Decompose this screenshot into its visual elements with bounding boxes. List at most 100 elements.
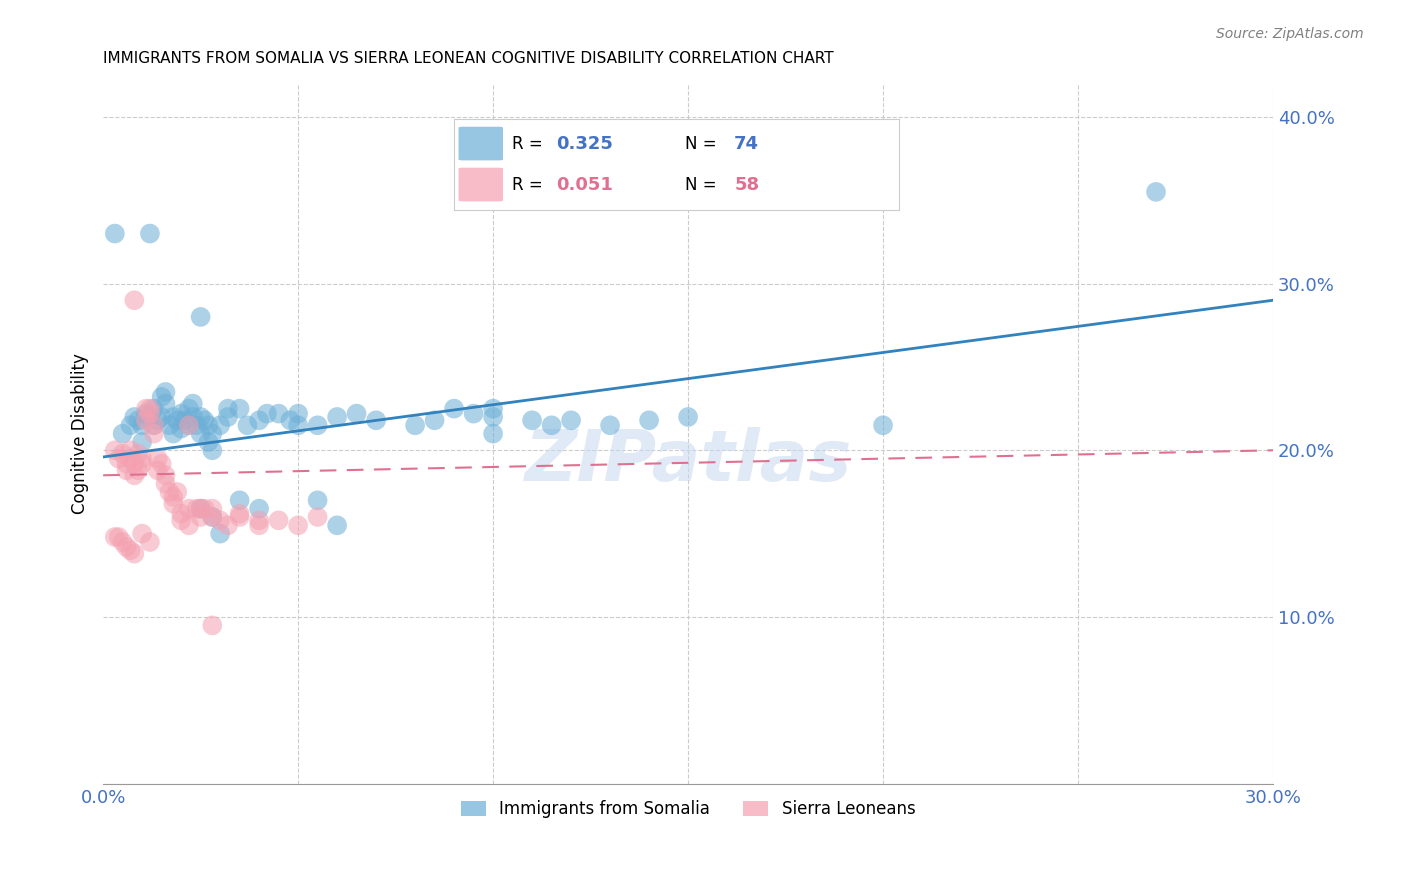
Sierra Leoneans xyxy=(177,418,200,433)
Immigrants from Somalia xyxy=(247,413,270,427)
Sierra Leoneans xyxy=(177,501,200,516)
Sierra Leoneans xyxy=(155,468,177,483)
Sierra Leoneans xyxy=(139,407,162,421)
Immigrants from Somalia xyxy=(638,413,661,427)
Immigrants from Somalia xyxy=(278,413,301,427)
Legend: Immigrants from Somalia, Sierra Leoneans: Immigrants from Somalia, Sierra Leoneans xyxy=(454,793,922,824)
Immigrants from Somalia xyxy=(131,418,153,433)
Immigrants from Somalia xyxy=(201,426,224,441)
Sierra Leoneans xyxy=(131,451,153,466)
Immigrants from Somalia xyxy=(190,501,212,516)
Immigrants from Somalia xyxy=(150,390,173,404)
Sierra Leoneans xyxy=(124,547,146,561)
Immigrants from Somalia xyxy=(190,310,212,324)
Immigrants from Somalia xyxy=(166,413,188,427)
Sierra Leoneans xyxy=(127,447,149,461)
Immigrants from Somalia xyxy=(170,422,193,436)
Sierra Leoneans xyxy=(135,401,157,416)
Sierra Leoneans xyxy=(150,457,173,471)
Immigrants from Somalia xyxy=(482,409,505,424)
Immigrants from Somalia xyxy=(287,418,309,433)
Immigrants from Somalia xyxy=(181,409,204,424)
Sierra Leoneans xyxy=(115,457,138,471)
Text: Source: ZipAtlas.com: Source: ZipAtlas.com xyxy=(1216,27,1364,41)
Immigrants from Somalia xyxy=(228,493,250,508)
Sierra Leoneans xyxy=(107,451,129,466)
Immigrants from Somalia xyxy=(326,518,349,533)
Immigrants from Somalia xyxy=(201,443,224,458)
Sierra Leoneans xyxy=(127,463,149,477)
Immigrants from Somalia xyxy=(139,227,162,241)
Immigrants from Somalia xyxy=(267,407,290,421)
Immigrants from Somalia xyxy=(326,409,349,424)
Immigrants from Somalia xyxy=(560,413,582,427)
Immigrants from Somalia xyxy=(142,418,165,433)
Immigrants from Somalia xyxy=(209,418,232,433)
Sierra Leoneans xyxy=(142,418,165,433)
Sierra Leoneans xyxy=(135,413,157,427)
Immigrants from Somalia xyxy=(124,409,146,424)
Text: ZIPatlas: ZIPatlas xyxy=(524,427,852,496)
Sierra Leoneans xyxy=(104,443,127,458)
Sierra Leoneans xyxy=(104,530,127,544)
Immigrants from Somalia xyxy=(201,510,224,524)
Sierra Leoneans xyxy=(247,518,270,533)
Immigrants from Somalia xyxy=(540,418,562,433)
Immigrants from Somalia xyxy=(155,396,177,410)
Sierra Leoneans xyxy=(201,510,224,524)
Sierra Leoneans xyxy=(157,485,180,500)
Immigrants from Somalia xyxy=(155,384,177,399)
Sierra Leoneans xyxy=(186,501,208,516)
Sierra Leoneans xyxy=(155,476,177,491)
Sierra Leoneans xyxy=(201,501,224,516)
Y-axis label: Cognitive Disability: Cognitive Disability xyxy=(72,353,89,514)
Sierra Leoneans xyxy=(209,513,232,527)
Immigrants from Somalia xyxy=(236,418,259,433)
Text: IMMIGRANTS FROM SOMALIA VS SIERRA LEONEAN COGNITIVE DISABILITY CORRELATION CHART: IMMIGRANTS FROM SOMALIA VS SIERRA LEONEA… xyxy=(103,51,834,66)
Sierra Leoneans xyxy=(115,463,138,477)
Sierra Leoneans xyxy=(170,507,193,521)
Immigrants from Somalia xyxy=(142,401,165,416)
Immigrants from Somalia xyxy=(228,401,250,416)
Immigrants from Somalia xyxy=(256,407,278,421)
Immigrants from Somalia xyxy=(104,227,127,241)
Immigrants from Somalia xyxy=(170,407,193,421)
Sierra Leoneans xyxy=(111,535,134,549)
Immigrants from Somalia xyxy=(162,426,184,441)
Sierra Leoneans xyxy=(131,526,153,541)
Immigrants from Somalia xyxy=(120,418,142,433)
Immigrants from Somalia xyxy=(127,413,149,427)
Sierra Leoneans xyxy=(217,518,239,533)
Immigrants from Somalia xyxy=(174,413,197,427)
Immigrants from Somalia xyxy=(872,418,894,433)
Sierra Leoneans xyxy=(228,507,250,521)
Immigrants from Somalia xyxy=(404,418,426,433)
Immigrants from Somalia xyxy=(209,526,232,541)
Immigrants from Somalia xyxy=(197,418,219,433)
Sierra Leoneans xyxy=(190,510,212,524)
Sierra Leoneans xyxy=(177,518,200,533)
Sierra Leoneans xyxy=(115,540,138,554)
Immigrants from Somalia xyxy=(287,407,309,421)
Immigrants from Somalia xyxy=(307,493,329,508)
Sierra Leoneans xyxy=(111,447,134,461)
Immigrants from Somalia xyxy=(307,418,329,433)
Sierra Leoneans xyxy=(307,510,329,524)
Immigrants from Somalia xyxy=(482,426,505,441)
Sierra Leoneans xyxy=(139,401,162,416)
Sierra Leoneans xyxy=(131,457,153,471)
Immigrants from Somalia xyxy=(423,413,446,427)
Immigrants from Somalia xyxy=(177,418,200,433)
Immigrants from Somalia xyxy=(463,407,485,421)
Immigrants from Somalia xyxy=(599,418,621,433)
Sierra Leoneans xyxy=(170,513,193,527)
Sierra Leoneans xyxy=(120,443,142,458)
Sierra Leoneans xyxy=(287,518,309,533)
Sierra Leoneans xyxy=(124,293,146,308)
Immigrants from Somalia xyxy=(197,434,219,449)
Immigrants from Somalia xyxy=(676,409,699,424)
Sierra Leoneans xyxy=(201,618,224,632)
Immigrants from Somalia xyxy=(247,501,270,516)
Sierra Leoneans xyxy=(267,513,290,527)
Sierra Leoneans xyxy=(247,513,270,527)
